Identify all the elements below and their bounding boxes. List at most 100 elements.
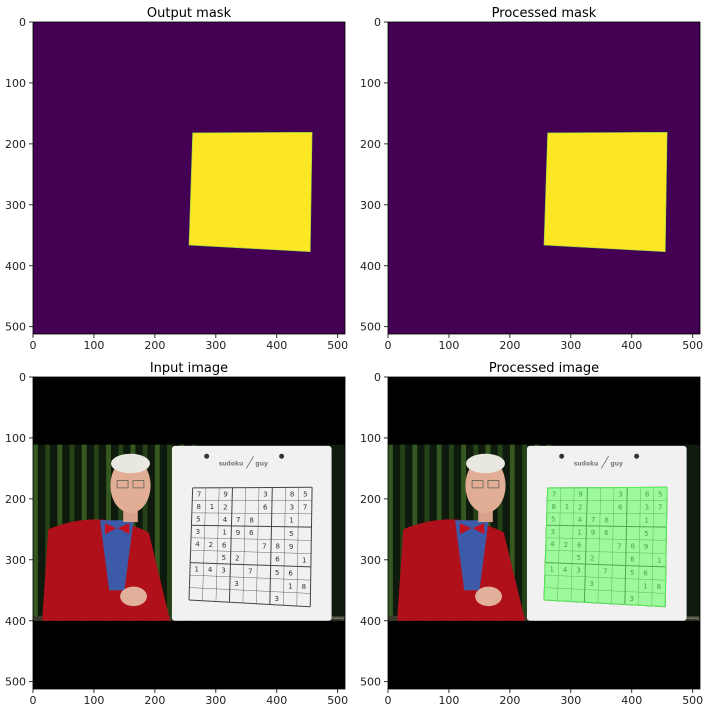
board-logo-text2: guy (610, 460, 623, 467)
x-axis: 0 100 200 300 400 500 (385, 334, 703, 352)
sudoku-digit: 3 (274, 595, 278, 603)
watermark: cracking (331, 616, 344, 620)
sudoku-digit: 1 (194, 566, 198, 574)
y-tick-label: 100 (5, 432, 26, 445)
hands (475, 586, 502, 607)
board-logo-slash (600, 456, 609, 469)
sudoku-digit: 1 (288, 582, 292, 590)
sudoku-digit: 8 (276, 543, 280, 551)
x-tick-label: 400 (266, 339, 287, 352)
x-tick-label: 500 (327, 694, 348, 707)
plot-area (388, 22, 700, 334)
board-logo-text: sudoku (574, 460, 599, 467)
x-tick-label: 400 (621, 339, 642, 352)
shirt (455, 520, 489, 591)
y-tick-label: 400 (360, 615, 381, 628)
sudoku-digit: 8 (302, 583, 306, 591)
y-tick-label: 200 (360, 493, 381, 506)
curtain-stripe (45, 444, 51, 621)
sudoku-digit: 2 (209, 541, 213, 549)
y-tick-label: 200 (5, 138, 26, 151)
x-tick-label: 400 (621, 694, 642, 707)
grid-line-horizontal (190, 549, 312, 554)
sudoku-digit: 3 (290, 504, 294, 512)
sudoku-digit: 6 (263, 503, 268, 511)
sudoku-digit: 1 (222, 529, 226, 537)
grid-line-vertical (215, 487, 220, 602)
sudoku-digit: 1 (210, 503, 214, 511)
board-logo-slash (245, 456, 254, 469)
board-logo-text: sudoku (219, 460, 244, 467)
grid-line-horizontal (192, 486, 313, 489)
y-axis: 0 100 200 300 400 500 (5, 16, 33, 334)
y-tick-label: 300 (360, 199, 381, 212)
y-axis: 0 100 200 300 400 500 (360, 16, 388, 334)
grid-line-vertical (202, 487, 207, 601)
watermark: cracking (686, 616, 699, 620)
glasses-left (471, 480, 484, 489)
grid-line-vertical (228, 487, 233, 603)
sudoku-digit: 1 (302, 557, 306, 565)
curtain-stripe (33, 444, 38, 621)
x-tick-label: 100 (83, 694, 104, 707)
sudoku-digit: 4 (223, 516, 228, 524)
sudoku-digit: 3 (234, 580, 238, 588)
x-tick-label: 100 (438, 339, 459, 352)
sudoku-digit: 8 (196, 503, 200, 511)
y-tick-label: 100 (360, 432, 381, 445)
y-tick-label: 200 (360, 138, 381, 151)
y-tick-label: 300 (360, 554, 381, 567)
processed-photo: sudokuguycracking79385812637547813196542… (388, 377, 700, 689)
sudoku-digit: 6 (249, 529, 254, 537)
sudoku-digit: 8 (249, 516, 253, 524)
sudoku-digit: 4 (195, 541, 200, 549)
grid-line-horizontal (191, 537, 312, 541)
board (171, 445, 332, 621)
panel-title: Processed mask (492, 6, 597, 21)
panel-title: Output mask (147, 6, 232, 21)
sudoku-digit: 5 (222, 554, 226, 562)
board-hook (559, 453, 565, 459)
sudoku-digit: 3 (221, 567, 225, 575)
y-tick-label: 200 (5, 493, 26, 506)
x-tick-label: 0 (385, 694, 392, 707)
sudoku-digit: 9 (289, 543, 293, 551)
y-axis: 0 100 200 300 400 500 (360, 371, 388, 689)
board-hook (634, 453, 640, 459)
shirt (100, 520, 134, 591)
panel-processed-mask: Processed mask 0 100 200 300 400 500 0 100 200 3… (360, 6, 703, 352)
curtain-stripe (400, 444, 406, 621)
bow-tie (104, 523, 130, 535)
y-tick-label: 500 (360, 321, 381, 334)
axes-frame (387, 21, 701, 335)
sudoku-digit: 1 (289, 517, 293, 525)
sudoku-digit: 9 (223, 491, 227, 499)
y-tick-label: 100 (360, 77, 381, 90)
sudoku-digit: 5 (275, 569, 279, 577)
sudoku-digit: 4 (208, 566, 213, 574)
grid-line-vertical (269, 487, 273, 605)
x-axis: 0 100 200 300 400 500 (30, 334, 348, 352)
axes-frame (32, 376, 346, 690)
bow-tie (459, 523, 485, 535)
grid-line-horizontal (189, 574, 311, 581)
grid-line-vertical (242, 487, 246, 604)
y-tick-label: 300 (5, 554, 26, 567)
board-hook (204, 453, 210, 459)
x-tick-label: 100 (83, 339, 104, 352)
x-axis: 0 100 200 300 400 500 (385, 689, 703, 707)
grid-line-vertical (256, 487, 260, 604)
mask-region (188, 131, 313, 253)
y-tick-label: 0 (19, 371, 26, 384)
y-tick-label: 0 (19, 16, 26, 29)
glasses-right (132, 480, 145, 489)
y-tick-label: 400 (5, 260, 26, 273)
sudoku-digit: 7 (236, 516, 240, 524)
grid-line-vertical (296, 487, 300, 606)
y-axis: 0 100 200 300 400 500 (5, 371, 33, 689)
axes-frame (387, 376, 701, 690)
y-tick-label: 400 (360, 260, 381, 273)
curtain-stripe (522, 444, 527, 621)
hands (120, 586, 147, 607)
